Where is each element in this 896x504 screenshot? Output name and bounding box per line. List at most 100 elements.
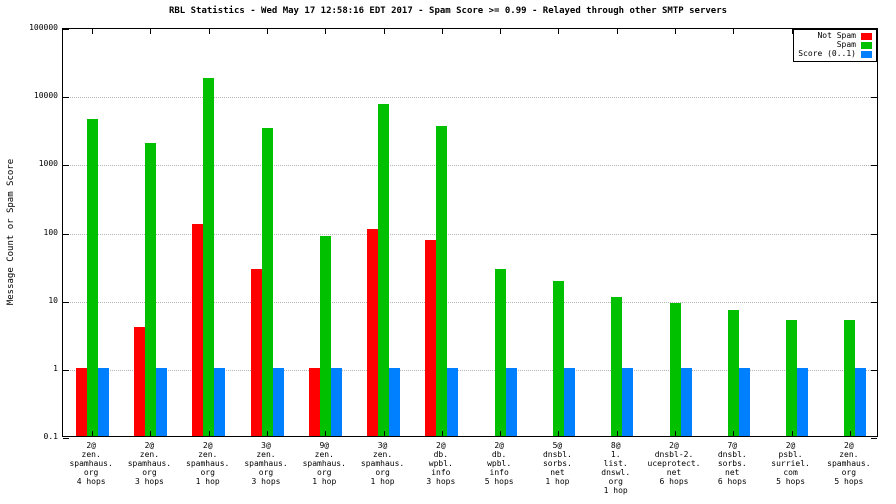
x-tick-label-line: net — [666, 468, 682, 477]
x-tick-label-line: org — [142, 468, 157, 477]
bar-score-0-1 — [447, 367, 459, 436]
x-tick-label-line: sorbs. — [542, 459, 572, 468]
x-tick-label-line: net — [550, 468, 565, 477]
legend-label: Not Spam — [817, 31, 856, 40]
x-tick-label-line: info — [431, 468, 451, 477]
x-tick-label: 3@ zen. spamhaus. org 1 hop — [353, 441, 413, 486]
legend-swatch — [861, 32, 872, 40]
x-tick-label-line: spamhaus. — [360, 459, 405, 468]
x-tick-label-line: spamhaus. — [244, 459, 288, 468]
x-axis-tick — [791, 431, 793, 436]
bar-not-spam — [250, 269, 262, 436]
bar-spam — [319, 236, 331, 436]
x-tick-label-line: org — [258, 468, 274, 477]
x-tick-label-line: zen. — [314, 450, 334, 459]
legend-swatch — [861, 41, 872, 49]
bar-score-0-1 — [330, 367, 342, 436]
x-tick-label-line: com — [783, 468, 798, 477]
x-tick-label-line: wpbl. — [487, 459, 512, 468]
x-tick-label-line: 1 hop — [312, 477, 337, 486]
x-axis-tick — [267, 29, 268, 34]
x-tick-label-line: wpbl. — [428, 459, 453, 468]
y-axis-tick — [63, 301, 69, 303]
x-tick-label: 2@ zen. spamhaus. org 3 hops — [119, 441, 179, 486]
y-axis-tick — [63, 369, 69, 371]
bar-score-0-1 — [272, 367, 284, 436]
x-tick-label-line: org — [608, 477, 623, 486]
x-tick-label-line: 5@ — [552, 441, 563, 450]
bar-score-0-1 — [563, 367, 575, 436]
x-axis-tick — [500, 431, 502, 436]
legend-item-score-0-1: Score (0..1) — [798, 50, 872, 58]
x-tick-label-line: sorbs. — [717, 459, 747, 468]
bar-not-spam — [133, 326, 145, 436]
x-tick-label-line: 9@ — [319, 441, 330, 450]
bar-score-0-1 — [214, 367, 226, 436]
gridline — [63, 369, 877, 371]
x-tick-label-line: org — [83, 468, 99, 477]
x-tick-label-line: 2@ — [494, 441, 504, 450]
x-tick-label-line: org — [375, 468, 390, 477]
x-axis-tick — [208, 431, 210, 436]
x-axis-tick — [616, 29, 618, 34]
x-tick-label-line: zen. — [139, 450, 160, 459]
y-tick-label: 0.1 — [43, 432, 58, 441]
x-axis-tick — [208, 29, 210, 34]
x-tick-label-line: zen. — [372, 450, 393, 459]
x-axis-tick — [558, 29, 560, 34]
x-tick-label-line: 3 hops — [426, 477, 456, 486]
x-tick-label-line: dnsbl. — [717, 450, 747, 459]
x-tick-label-line: 6 hops — [717, 477, 747, 486]
bar-spam — [203, 77, 215, 436]
bar-not-spam — [192, 223, 204, 436]
y-axis-tick — [871, 438, 877, 439]
x-tick-label-line: spamhaus. — [69, 459, 113, 468]
x-axis-tick — [558, 431, 560, 436]
x-tick-label-line: dnsbl. — [542, 450, 572, 459]
x-axis-tick — [92, 431, 94, 436]
x-tick-label-line: info — [489, 468, 509, 477]
y-axis-tick — [63, 165, 69, 167]
x-axis-tick — [675, 29, 676, 34]
x-tick-label-line: 2@ — [86, 441, 96, 450]
x-tick-label-line: spamhaus. — [127, 459, 172, 468]
x-axis-tick — [849, 431, 851, 436]
bar-score-0-1 — [797, 367, 809, 436]
x-tick-label: 2@ zen. spamhaus. org 1 hop — [178, 441, 238, 486]
bar-spam — [552, 280, 564, 436]
x-tick-label-line: 2@ — [844, 441, 854, 450]
x-tick-label-line: 3@ — [261, 441, 271, 450]
x-tick-label-line: 1 hop — [370, 477, 395, 486]
x-tick-label: 2@ zen. spamhaus. org 4 hops — [61, 441, 121, 486]
y-tick-label: 100000 — [29, 23, 58, 32]
plot-area — [62, 28, 878, 439]
x-tick-label-line: 3 hops — [251, 477, 281, 486]
x-tick-label-line: zen. — [839, 450, 859, 459]
x-tick-label-line: spamhaus. — [827, 459, 871, 468]
y-axis-tick — [871, 233, 877, 235]
x-tick-label-line: 5 hops — [484, 477, 514, 486]
x-tick-label-line: dnsbl-2. — [654, 450, 694, 459]
y-axis-tick — [871, 301, 877, 303]
x-tick-label: 8@ 1. list. dnswl. org 1 hop — [586, 441, 646, 495]
bar-spam — [378, 103, 390, 436]
x-axis-tick — [441, 431, 443, 436]
x-tick-label-line: 2@ — [436, 441, 446, 450]
legend-item-not-spam: Not Spam — [798, 32, 872, 40]
gridline — [63, 233, 877, 235]
bar-spam — [86, 118, 98, 436]
chart-legend: Not Spam Spam Score (0..1) — [793, 29, 877, 62]
x-tick-label: 2@ psbl. surriel. com 5 hops — [761, 441, 821, 486]
x-axis-tick — [675, 431, 676, 436]
x-tick-label-line: 6 hops — [659, 477, 689, 486]
x-tick-label-line: 7@ — [727, 441, 738, 450]
x-axis-tick — [150, 431, 152, 436]
x-axis-tick — [325, 431, 327, 436]
x-axis-tick — [383, 431, 385, 436]
bar-score-0-1 — [505, 367, 517, 436]
y-tick-label: 1 — [53, 363, 58, 373]
x-tick-label-line: spamhaus. — [302, 459, 346, 468]
x-tick-label-line: 3 hops — [134, 477, 164, 486]
chart-title: RBL Statistics - Wed May 17 12:58:16 EDT… — [168, 6, 728, 16]
